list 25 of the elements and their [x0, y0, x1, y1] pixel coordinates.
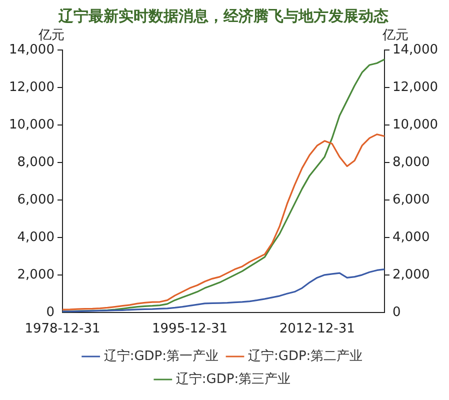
y2-axis-title: 亿元 [382, 28, 409, 43]
x-tick-label: 2012-12-31 [279, 322, 355, 337]
legend-label: 辽宁:GDP:第一产业 [104, 348, 219, 364]
x-tick-label: 1978-12-31 [24, 322, 100, 337]
y-tick-label: 8,000 [17, 154, 54, 170]
y-axis-title: 亿元 [37, 28, 64, 43]
chart-title: 辽宁最新实时数据消息，经济腾飞与地方发展动态 [58, 6, 388, 25]
y2-tick-label: 8,000 [392, 154, 430, 170]
x-tick-label: 1995-12-31 [152, 322, 228, 337]
y2-tick-label: 14,000 [392, 42, 438, 58]
y-tick-label: 0 [46, 304, 54, 320]
legend-label: 辽宁:GDP:第二产业 [248, 348, 363, 364]
y2-tick-label: 12,000 [392, 80, 438, 95]
y-tick-label: 12,000 [8, 80, 54, 95]
y-tick-label: 6,000 [17, 192, 54, 208]
y2-tick-label: 4,000 [392, 230, 430, 245]
y2-tick-label: 0 [392, 304, 401, 320]
y2-tick-label: 2,000 [392, 267, 430, 282]
y2-tick-label: 6,000 [392, 192, 430, 208]
y-tick-label: 10,000 [8, 117, 54, 132]
legend-label: 辽宁:GDP:第三产业 [176, 370, 291, 387]
y-tick-label: 4,000 [17, 230, 54, 245]
y2-tick-label: 10,000 [392, 117, 438, 132]
y-tick-label: 14,000 [8, 42, 54, 58]
y-tick-label: 2,000 [17, 267, 54, 282]
